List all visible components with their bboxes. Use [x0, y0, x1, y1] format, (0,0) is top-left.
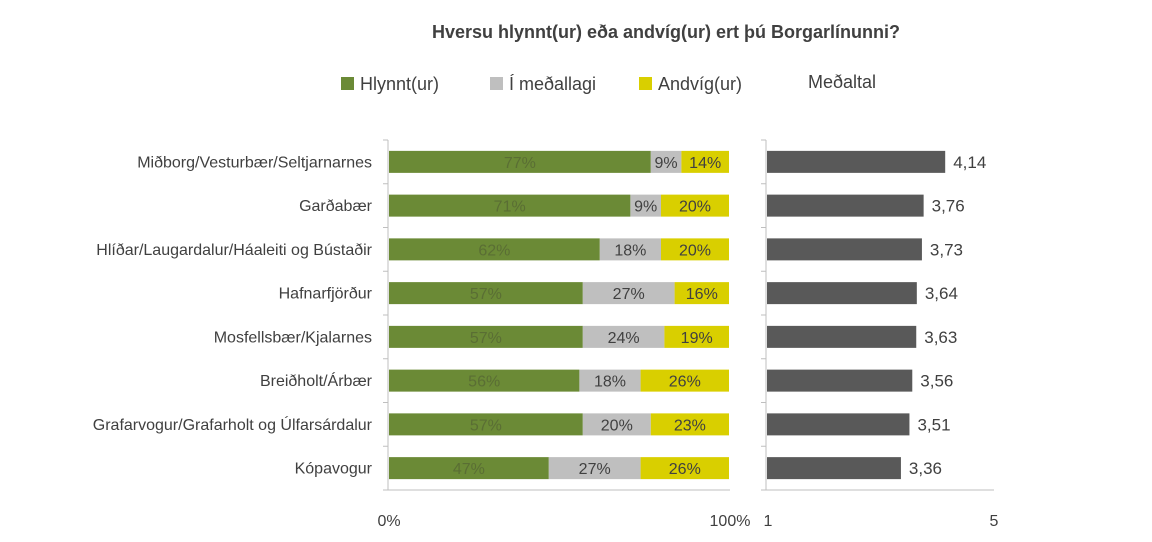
bar-value-label: 18%: [614, 242, 646, 259]
bar-value-label: 26%: [669, 374, 701, 391]
average-value-label: 3,63: [924, 328, 957, 347]
bar-segment-andvig: [664, 325, 729, 348]
average-tick-min: 1: [764, 513, 773, 530]
bar-value-label: 57%: [470, 286, 502, 303]
legend: Hlynnt(ur) Í meðallagi Andvíg(ur) Meðalt…: [341, 72, 876, 94]
bar-segment-hlynnt: [389, 457, 549, 480]
bar-value-label: 24%: [608, 330, 640, 347]
chart-title: Hversu hlynnt(ur) eða andvíg(ur) ert þú …: [432, 22, 900, 42]
bar-value-label: 23%: [674, 417, 706, 434]
average-panel-title: Meðaltal: [808, 72, 876, 92]
bar-value-label: 62%: [478, 242, 510, 259]
bar-segment-hlynnt: [389, 238, 600, 261]
legend-label-andvig: Andvíg(ur): [658, 74, 742, 94]
bar-segment-medallagi: [582, 325, 665, 348]
bar-segment-andvig: [640, 457, 729, 480]
legend-swatch-andvig: [639, 77, 652, 90]
bar-value-label: 47%: [453, 461, 485, 478]
bar-value-label: 9%: [634, 199, 657, 216]
average-value-label: 3,56: [920, 372, 953, 391]
bar-segment-medallagi: [650, 150, 682, 173]
average-value-label: 3,51: [917, 415, 950, 434]
bar-segment-andvig: [640, 369, 729, 392]
average-bar: [767, 325, 917, 348]
category-label: Kópavogur: [295, 461, 373, 478]
legend-label-medallagi: Í meðallagi: [509, 74, 596, 94]
average-bar: [767, 238, 922, 261]
plot-area: Miðborg/Vesturbær/Seltjarnarnes 77% 9% 14% 4…: [93, 139, 994, 491]
bar-value-label: 20%: [679, 199, 711, 216]
bar-value-label: 9%: [655, 155, 678, 172]
bar-value-label: 57%: [470, 330, 502, 347]
percent-tick-100: 100%: [710, 513, 751, 530]
bar-value-label: 19%: [681, 330, 713, 347]
bar-value-label: 57%: [470, 417, 502, 434]
average-bar: [767, 369, 913, 392]
average-bar: [767, 457, 901, 480]
legend-label-hlynnt: Hlynnt(ur): [360, 74, 439, 94]
average-bar: [767, 150, 946, 173]
bar-value-label: 20%: [679, 242, 711, 259]
average-value-label: 4,14: [953, 153, 986, 172]
category-label: Hlíðar/Laugardalur/Háaleiti og Bústaðir: [96, 242, 372, 259]
category-label: Breiðholt/Árbær: [260, 371, 373, 390]
average-bar: [767, 194, 924, 217]
bar-value-label: 26%: [669, 461, 701, 478]
average-value-label: 3,64: [925, 284, 958, 303]
bar-value-label: 56%: [468, 374, 500, 391]
average-bar: [767, 282, 917, 305]
bar-segment-hlynnt: [389, 369, 580, 392]
bar-segment-medallagi: [582, 413, 651, 436]
bar-value-label: 71%: [494, 199, 526, 216]
bar-segment-medallagi: [579, 369, 641, 392]
average-value-label: 3,36: [909, 459, 942, 478]
category-label: Grafarvogur/Grafarholt og Úlfarsárdalur: [93, 415, 373, 434]
bar-segment-hlynnt: [389, 282, 583, 305]
category-label: Hafnarfjörður: [279, 286, 373, 303]
bar-segment-andvig: [681, 150, 729, 173]
average-value-label: 3,73: [930, 240, 963, 259]
bar-segment-hlynnt: [389, 194, 631, 217]
bar-segment-medallagi: [630, 194, 661, 217]
average-value-label: 3,76: [932, 197, 965, 216]
bar-value-label: 18%: [594, 374, 626, 391]
percent-tick-0: 0%: [377, 513, 400, 530]
bar-segment-andvig: [674, 282, 729, 305]
bar-segment-andvig: [661, 238, 729, 261]
bar-segment-medallagi: [582, 282, 675, 305]
bar-segment-hlynnt: [389, 413, 583, 436]
bar-segment-andvig: [650, 413, 729, 436]
category-label: Garðabær: [299, 198, 373, 215]
bar-segment-medallagi: [599, 238, 661, 261]
bar-value-label: 20%: [601, 417, 633, 434]
bar-segment-medallagi: [548, 457, 641, 480]
bar-value-label: 14%: [689, 155, 721, 172]
bar-segment-andvig: [661, 194, 729, 217]
bar-value-label: 16%: [686, 286, 718, 303]
average-bar: [767, 413, 910, 436]
bar-value-label: 27%: [579, 461, 611, 478]
average-tick-max: 5: [990, 513, 999, 530]
bar-value-label: 77%: [504, 155, 536, 172]
category-label: Miðborg/Vesturbær/Seltjarnarnes: [137, 154, 372, 171]
legend-swatch-medallagi: [490, 77, 503, 90]
bar-segment-hlynnt: [389, 325, 583, 348]
legend-swatch-hlynnt: [341, 77, 354, 90]
category-label: Mosfellsbær/Kjalarnes: [214, 329, 372, 346]
bar-value-label: 27%: [613, 286, 645, 303]
bar-segment-hlynnt: [389, 150, 651, 173]
